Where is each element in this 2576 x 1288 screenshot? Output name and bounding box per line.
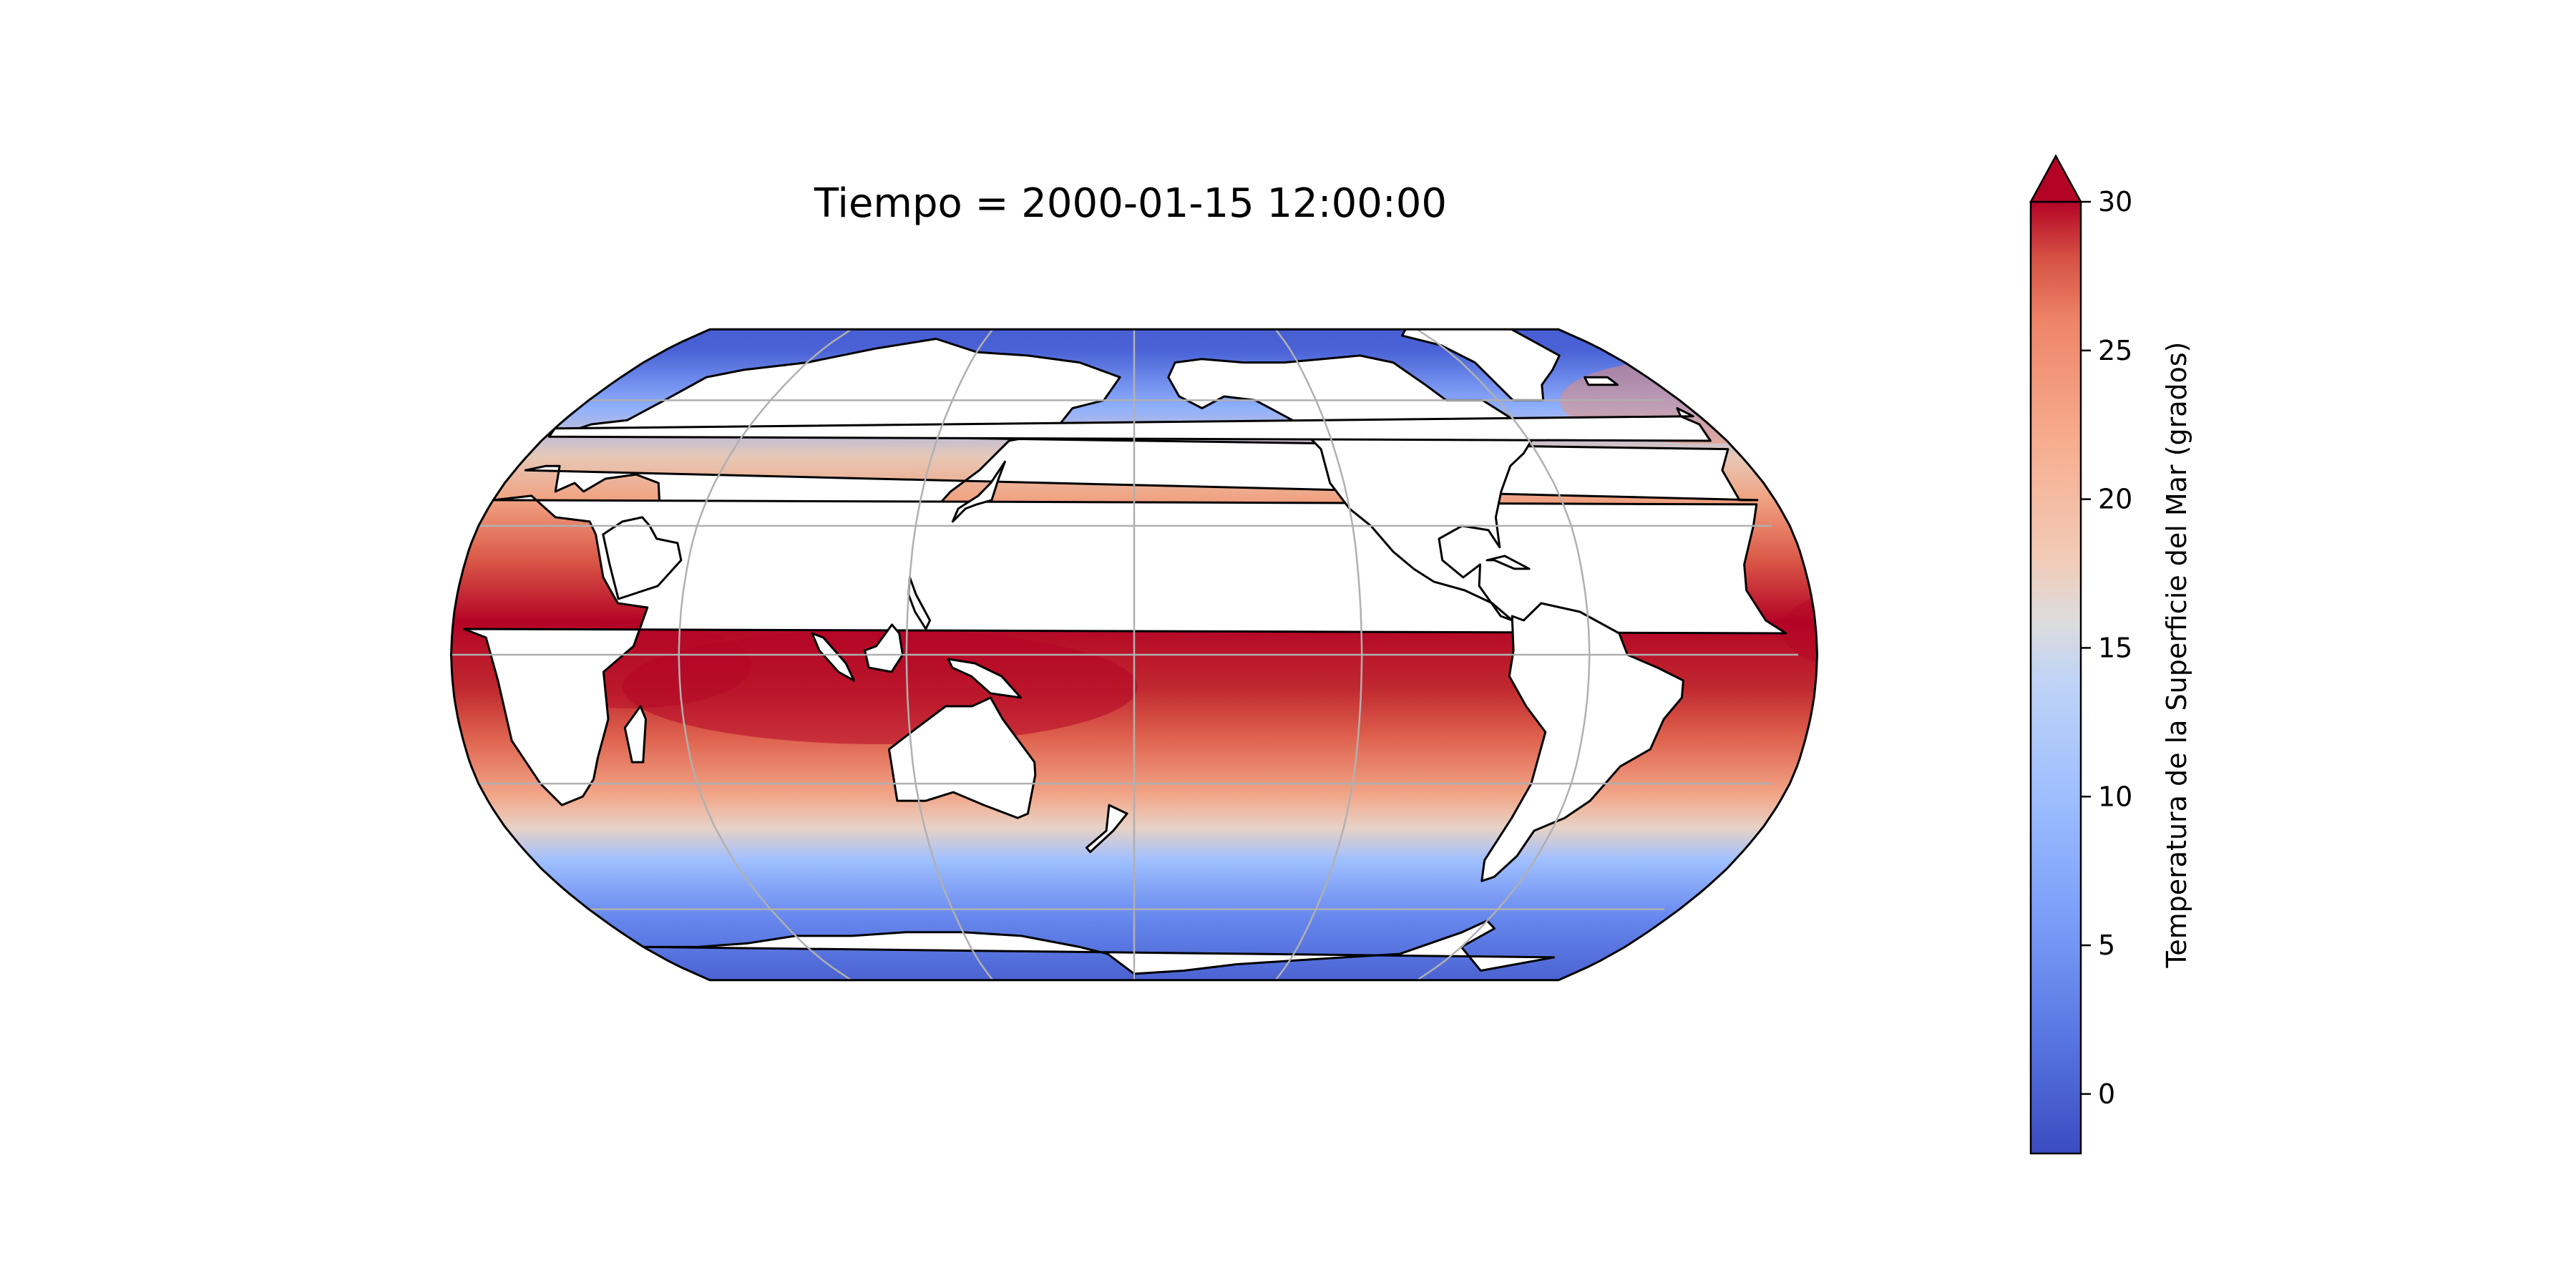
warm-pool-western-pacific: [623, 630, 1138, 744]
map-frame: [449, 328, 1819, 982]
meridian-gridline: [678, 329, 892, 980]
land-arabia: [602, 516, 683, 600]
land-japan: [951, 460, 1006, 523]
world-map: [449, 328, 1819, 982]
warm-pool-atlantic: [1782, 587, 1818, 673]
colorbar-ticks: 0 5 10 15 20 25 30: [2081, 186, 2132, 1110]
colorbar: 0 5 10 15 20 25 30 Temperatura de la Superfici…: [2029, 154, 2192, 1155]
colorbar-label: Temperatura de la Superficie del Mar (gr…: [2161, 342, 2192, 969]
land-cuba: [1485, 555, 1531, 570]
meridian-gridline: [1254, 329, 1363, 980]
land-sumatra: [811, 632, 855, 682]
land-new-zealand: [1085, 804, 1128, 854]
colorbar-tick-label: 5: [2098, 930, 2115, 961]
land-madagascar: [623, 705, 647, 763]
land-borneo: [864, 623, 904, 673]
land-south-america: [1480, 602, 1684, 882]
colorbar-tick-label: 25: [2098, 335, 2132, 366]
colorbar-tick-label: 0: [2098, 1078, 2115, 1110]
colorbar-tick-label: 15: [2098, 632, 2132, 663]
colorbar-gradient: [2029, 200, 2082, 1155]
land-masses: [462, 329, 1787, 980]
colorbar-extend-arrow: [2029, 154, 2083, 203]
land-britain: [547, 407, 1712, 442]
colorbar-tick-label: 30: [2098, 186, 2132, 218]
land-australia: [888, 696, 1037, 819]
colorbar-tick-label: 20: [2098, 484, 2132, 515]
gridlines: [451, 329, 1798, 980]
land-new-guinea: [947, 658, 1023, 699]
land-greenland: [1401, 329, 1561, 401]
meridian-gridline: [1376, 329, 1591, 980]
colorbar-tick-label: 10: [2098, 781, 2132, 812]
land-iceland: [1584, 376, 1619, 386]
map-title: Tiempo = 2000-01-15 12:00:00: [814, 180, 1447, 227]
meridian-gridline: [905, 329, 1014, 980]
